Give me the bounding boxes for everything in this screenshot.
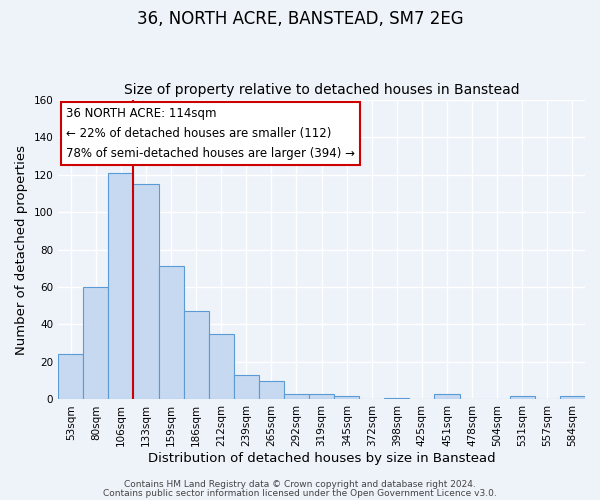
Bar [184,312,209,400]
Text: Contains public sector information licensed under the Open Government Licence v3: Contains public sector information licen… [103,488,497,498]
Bar [510,396,535,400]
Text: 36, NORTH ACRE, BANSTEAD, SM7 2EG: 36, NORTH ACRE, BANSTEAD, SM7 2EG [137,10,463,28]
Bar [158,266,184,400]
Text: 36 NORTH ACRE: 114sqm
← 22% of detached houses are smaller (112)
78% of semi-det: 36 NORTH ACRE: 114sqm ← 22% of detached … [66,107,355,160]
Bar [58,354,83,400]
Bar [259,380,284,400]
Bar [209,334,234,400]
Title: Size of property relative to detached houses in Banstead: Size of property relative to detached ho… [124,83,520,97]
X-axis label: Distribution of detached houses by size in Banstead: Distribution of detached houses by size … [148,452,496,465]
Bar [560,396,585,400]
Bar [133,184,158,400]
Bar [334,396,359,400]
Bar [83,287,109,400]
Bar [109,172,133,400]
Bar [434,394,460,400]
Bar [284,394,309,400]
Bar [309,394,334,400]
Bar [385,398,409,400]
Bar [234,375,259,400]
Y-axis label: Number of detached properties: Number of detached properties [15,144,28,354]
Text: Contains HM Land Registry data © Crown copyright and database right 2024.: Contains HM Land Registry data © Crown c… [124,480,476,489]
